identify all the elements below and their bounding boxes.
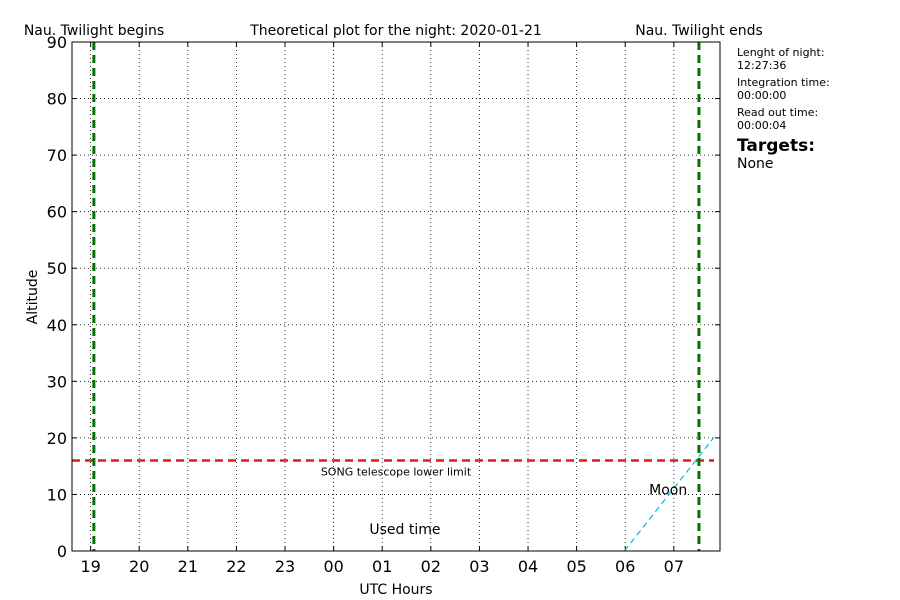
x-tick-label: 22 (226, 557, 246, 576)
x-tick-label: 07 (664, 557, 684, 576)
x-tick-label: 01 (372, 557, 392, 576)
moon-altitude-line (623, 437, 714, 552)
chart-title: Theoretical plot for the night: 2020-01-… (249, 23, 542, 39)
x-tick-label: 04 (518, 557, 538, 576)
integration-time-label: Integration time: (737, 76, 830, 89)
y-tick-label: 90 (47, 33, 67, 52)
readout-time-value: 00:00:04 (737, 119, 787, 132)
targets-heading: Targets: (737, 136, 816, 156)
readout-time: Read out time: 00:00:04 (737, 106, 818, 132)
x-tick-label: 05 (566, 557, 586, 576)
targets-value: None (737, 156, 774, 172)
x-tick-label: 06 (615, 557, 635, 576)
y-tick-label: 80 (47, 90, 67, 109)
y-tick-label: 40 (47, 316, 67, 335)
x-tick-label: 20 (129, 557, 149, 576)
x-axis-label: UTC Hours (359, 582, 432, 598)
x-tick-label: 19 (80, 557, 100, 576)
annotation-moon: Moon (649, 482, 687, 498)
x-tick-label: 23 (275, 557, 295, 576)
y-axis-label: Altitude (25, 270, 41, 325)
twilight-end-label: Nau. Twilight ends (635, 23, 763, 39)
x-tick-label: 02 (421, 557, 441, 576)
y-tick-label: 20 (47, 429, 67, 448)
integration-time-value: 00:00:00 (737, 89, 787, 102)
telescope-lower-limit-label: SONG telescope lower limit (321, 466, 472, 479)
y-tick-label: 10 (47, 485, 67, 504)
night-length-label: Lenght of night: (737, 46, 825, 59)
y-tick-label: 30 (47, 372, 67, 391)
y-tick-label: 50 (47, 259, 67, 278)
integration-time: Integration time: 00:00:00 (737, 76, 830, 102)
y-tick-label: 60 (47, 203, 67, 222)
night-length-value: 12:27:36 (737, 59, 787, 72)
x-tick-label: 00 (323, 557, 343, 576)
x-tick-label: 21 (178, 557, 198, 576)
plot-frame (71, 41, 721, 552)
y-tick-label: 0 (57, 542, 67, 561)
y-tick-label: 70 (47, 146, 67, 165)
x-tick-label: 03 (469, 557, 489, 576)
readout-time-label: Read out time: (737, 106, 819, 119)
twilight-begin-label: Nau. Twilight begins (24, 23, 164, 39)
annotation-used-time: Used time (369, 522, 440, 538)
night-length: Lenght of night: 12:27:36 (737, 46, 825, 72)
